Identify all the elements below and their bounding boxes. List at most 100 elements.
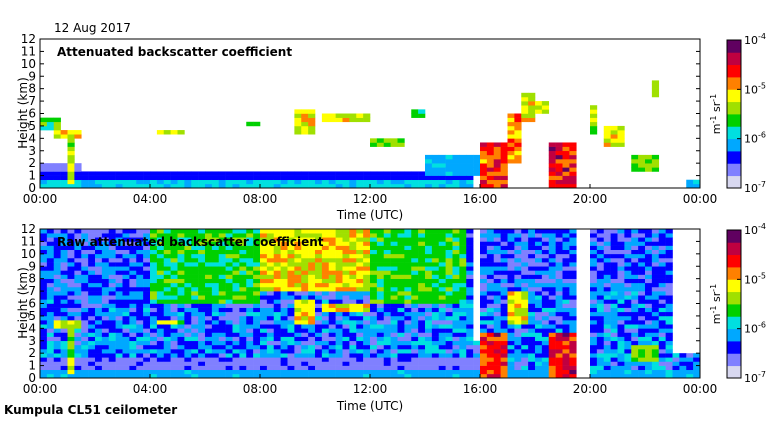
heatmap-cell [211, 336, 220, 342]
heatmap-cell [349, 117, 357, 123]
heatmap-cell [253, 171, 261, 176]
heatmap-cell [211, 332, 220, 337]
heatmap-cell [115, 324, 123, 329]
heatmap-cell [225, 229, 233, 234]
heatmap-cell [156, 257, 165, 263]
heatmap-cell [308, 179, 316, 185]
heatmap-cell [95, 295, 103, 300]
heatmap-cell [651, 274, 660, 279]
heatmap-cell [321, 113, 330, 118]
heatmap-cell [521, 311, 529, 317]
heatmap-cell [590, 278, 598, 284]
heatmap-cell [651, 167, 660, 172]
heatmap-cell [280, 282, 288, 288]
heatmap-cell [438, 278, 446, 284]
heatmap-cell [638, 349, 646, 354]
heatmap-cell [315, 315, 323, 321]
colorbar-tick-label: 10-5 [744, 81, 766, 96]
heatmap-cell [115, 245, 123, 250]
heatmap-cell [521, 361, 529, 366]
heatmap-cell [500, 369, 508, 375]
heatmap-cell [308, 229, 316, 234]
heatmap-cell [390, 373, 398, 379]
heatmap-cell [335, 179, 343, 185]
heatmap-cell [60, 369, 68, 375]
heatmap-cell [480, 336, 488, 342]
heatmap-cell [266, 245, 275, 250]
heatmap-cell [301, 328, 309, 333]
heatmap-cell [665, 291, 673, 296]
heatmap-cell [624, 282, 632, 288]
heatmap-cell [170, 365, 178, 371]
heatmap-cell [679, 369, 687, 375]
heatmap-cell [260, 307, 268, 313]
heatmap-cell [95, 353, 103, 358]
heatmap-cell [218, 320, 226, 325]
heatmap-cell [493, 278, 501, 284]
heatmap-cell [631, 262, 639, 267]
heatmap-cell [308, 307, 316, 313]
heatmap-cell [335, 175, 343, 181]
heatmap-cell [493, 332, 501, 337]
heatmap-cell [308, 315, 316, 321]
heatmap-cell [596, 291, 605, 296]
heatmap-cell [363, 237, 371, 242]
heatmap-cell [150, 179, 158, 185]
heatmap-cell [535, 320, 543, 325]
heatmap-cell [672, 353, 680, 358]
heatmap-cell [115, 257, 123, 263]
heatmap-cell [624, 266, 632, 271]
heatmap-cell [101, 315, 110, 321]
heatmap-cell [315, 299, 323, 304]
heatmap-cell [466, 320, 474, 325]
heatmap-cell [651, 92, 660, 98]
heatmap-cell [218, 344, 226, 350]
heatmap-cell [418, 175, 426, 181]
heatmap-cell [205, 307, 213, 313]
heatmap-cell [273, 361, 281, 366]
heatmap-cell [356, 179, 364, 185]
heatmap-cell [74, 245, 82, 250]
heatmap-cell [425, 349, 433, 354]
heatmap-cell [397, 303, 405, 308]
heatmap-cell [115, 237, 123, 242]
heatmap-cell [315, 274, 323, 279]
y-tick-label: 12 [21, 32, 36, 46]
heatmap-cell [191, 257, 199, 263]
heatmap-cell [363, 233, 371, 238]
heatmap-cell [397, 315, 405, 321]
heatmap-cell [356, 171, 364, 176]
heatmap-cell [500, 175, 508, 181]
heatmap-cell [95, 229, 103, 234]
heatmap-cell [280, 320, 288, 325]
heatmap-cell [514, 249, 522, 255]
heatmap-cell [363, 349, 371, 354]
heatmap-cell [562, 328, 570, 333]
heatmap-cell [466, 324, 474, 329]
heatmap-cell [397, 142, 405, 147]
heatmap-cell [88, 344, 96, 350]
heatmap-cell [486, 353, 495, 358]
heatmap-cell [603, 270, 611, 275]
heatmap-cell [156, 295, 165, 300]
heatmap-cell [514, 245, 522, 250]
heatmap-cell [225, 241, 233, 246]
heatmap-cell [603, 291, 611, 296]
heatmap-cell [528, 241, 536, 246]
heatmap-cell [315, 344, 323, 350]
heatmap-cell [480, 274, 488, 279]
heatmap-cell [287, 171, 295, 176]
heatmap-cell [60, 274, 68, 279]
heatmap-cell [88, 286, 96, 292]
heatmap-cell [390, 278, 398, 284]
heatmap-cell [431, 324, 440, 329]
heatmap-cell [177, 365, 185, 371]
heatmap-cell [528, 299, 536, 304]
heatmap-cell [528, 101, 536, 106]
heatmap-cell [74, 286, 82, 292]
heatmap-cell [115, 349, 123, 354]
heatmap-cell [239, 369, 247, 375]
heatmap-cell [404, 349, 412, 354]
heatmap-cell [404, 336, 412, 342]
heatmap-cell [260, 175, 268, 181]
